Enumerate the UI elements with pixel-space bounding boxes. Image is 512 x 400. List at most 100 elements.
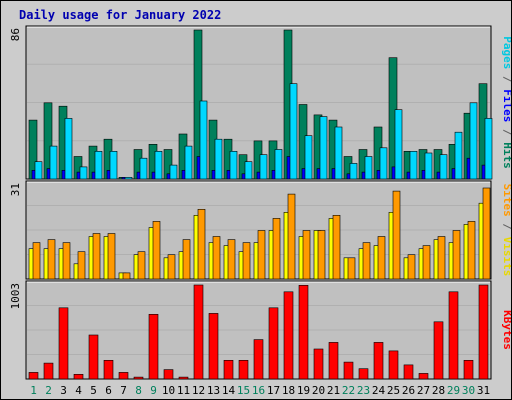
day-label-13: 13 (207, 384, 220, 397)
day-label-10: 10 (162, 384, 175, 397)
bar-pages-day-2 (49, 145, 58, 180)
bar-pages-day-21 (334, 126, 343, 180)
bar-pages-day-19 (304, 135, 313, 180)
bar-sites-day-26 (407, 254, 416, 280)
day-label-17: 17 (267, 384, 280, 397)
bar-kbytes-day-4 (73, 373, 84, 380)
day-label-14: 14 (222, 384, 236, 397)
day-label-12: 12 (192, 384, 205, 397)
bar-kbytes-day-15 (238, 359, 249, 380)
bar-kbytes-day-17 (268, 307, 279, 380)
bar-pages-day-8 (139, 157, 148, 180)
bar-pages-day-7 (124, 177, 133, 180)
day-label-29: 29 (447, 384, 460, 397)
bar-pages-day-18 (289, 83, 298, 180)
bar-pages-day-26 (409, 151, 418, 180)
legend-part: Files (501, 89, 511, 122)
day-label-18: 18 (282, 384, 295, 397)
bar-sites-day-13 (212, 236, 221, 280)
bar-sites-day-1 (32, 242, 41, 280)
bar-kbytes-day-13 (208, 313, 219, 380)
bar-kbytes-day-18 (283, 291, 294, 380)
bar-sites-day-15 (242, 242, 251, 280)
legend-part: Hits (501, 142, 511, 169)
day-label-3: 3 (60, 384, 67, 397)
bar-kbytes-day-24 (373, 342, 384, 380)
bar-kbytes-day-26 (403, 364, 414, 380)
bar-sites-day-9 (152, 221, 161, 280)
bar-sites-day-5 (92, 233, 101, 280)
bar-pages-day-10 (169, 164, 178, 180)
bar-sites-day-4 (77, 251, 86, 280)
legend-part: / (501, 69, 511, 89)
day-label-26: 26 (402, 384, 415, 397)
bar-pages-day-4 (79, 166, 88, 180)
day-label-4: 4 (75, 384, 82, 397)
bar-pages-day-13 (214, 138, 223, 180)
day-label-1: 1 (30, 384, 37, 397)
bar-sites-day-28 (437, 236, 446, 280)
bar-sites-day-20 (317, 230, 326, 280)
day-label-11: 11 (177, 384, 190, 397)
bar-kbytes-day-23 (358, 368, 369, 380)
bar-sites-day-6 (107, 233, 116, 280)
bar-pages-day-23 (364, 156, 373, 180)
panel-3-max-label: 1003 (9, 283, 22, 310)
bar-kbytes-day-10 (163, 369, 174, 380)
bar-kbytes-day-5 (88, 334, 99, 380)
bar-sites-day-18 (287, 193, 296, 280)
day-label-19: 19 (297, 384, 310, 397)
legend-part: Visits (501, 237, 511, 277)
bar-sites-day-31 (482, 187, 491, 280)
bar-pages-day-16 (259, 154, 268, 180)
day-label-8: 8 (135, 384, 142, 397)
bar-sites-day-8 (137, 251, 146, 280)
bar-kbytes-day-20 (313, 348, 324, 380)
bar-kbytes-day-7 (118, 372, 129, 380)
day-label-30: 30 (462, 384, 475, 397)
day-label-5: 5 (90, 384, 97, 397)
day-label-15: 15 (237, 384, 250, 397)
bar-kbytes-day-1 (28, 372, 39, 380)
bar-kbytes-day-8 (133, 376, 144, 380)
bar-kbytes-day-14 (223, 359, 234, 380)
bar-sites-day-23 (362, 242, 371, 280)
day-label-16: 16 (252, 384, 265, 397)
bar-sites-day-12 (197, 209, 206, 280)
bar-sites-day-16 (257, 230, 266, 280)
chart-title: Daily usage for January 2022 (19, 8, 222, 22)
day-label-21: 21 (327, 384, 340, 397)
bar-kbytes-day-11 (178, 376, 189, 380)
day-label-7: 7 (120, 384, 127, 397)
day-label-20: 20 (312, 384, 325, 397)
bar-pages-day-28 (439, 154, 448, 180)
bar-sites-day-25 (392, 190, 401, 280)
bar-pages-day-27 (424, 152, 433, 180)
bar-kbytes-day-9 (148, 313, 159, 380)
bar-pages-day-15 (244, 161, 253, 180)
panel-2-max-label: 31 (9, 183, 22, 196)
bar-sites-day-7 (122, 272, 131, 280)
day-label-23: 23 (357, 384, 370, 397)
day-label-31: 31 (477, 384, 490, 397)
bar-sites-day-21 (332, 215, 341, 280)
bar-sites-day-17 (272, 218, 281, 280)
bar-pages-day-1 (34, 161, 43, 180)
bar-kbytes-day-25 (388, 350, 399, 380)
bar-sites-day-3 (62, 242, 71, 280)
day-label-24: 24 (372, 384, 386, 397)
bar-sites-day-30 (467, 221, 476, 280)
bar-sites-day-11 (182, 239, 191, 280)
bar-kbytes-day-29 (448, 291, 459, 380)
bar-kbytes-day-28 (433, 321, 444, 380)
bar-pages-day-3 (64, 118, 73, 180)
bar-kbytes-day-31 (478, 284, 489, 380)
day-label-2: 2 (45, 384, 52, 397)
bar-kbytes-day-2 (43, 362, 54, 380)
legend-part: / (501, 217, 511, 237)
panel-1-legend: Pages / Files / Hits (501, 36, 511, 169)
bar-pages-day-29 (454, 131, 463, 180)
day-label-27: 27 (417, 384, 430, 397)
bar-kbytes-day-22 (343, 361, 354, 380)
